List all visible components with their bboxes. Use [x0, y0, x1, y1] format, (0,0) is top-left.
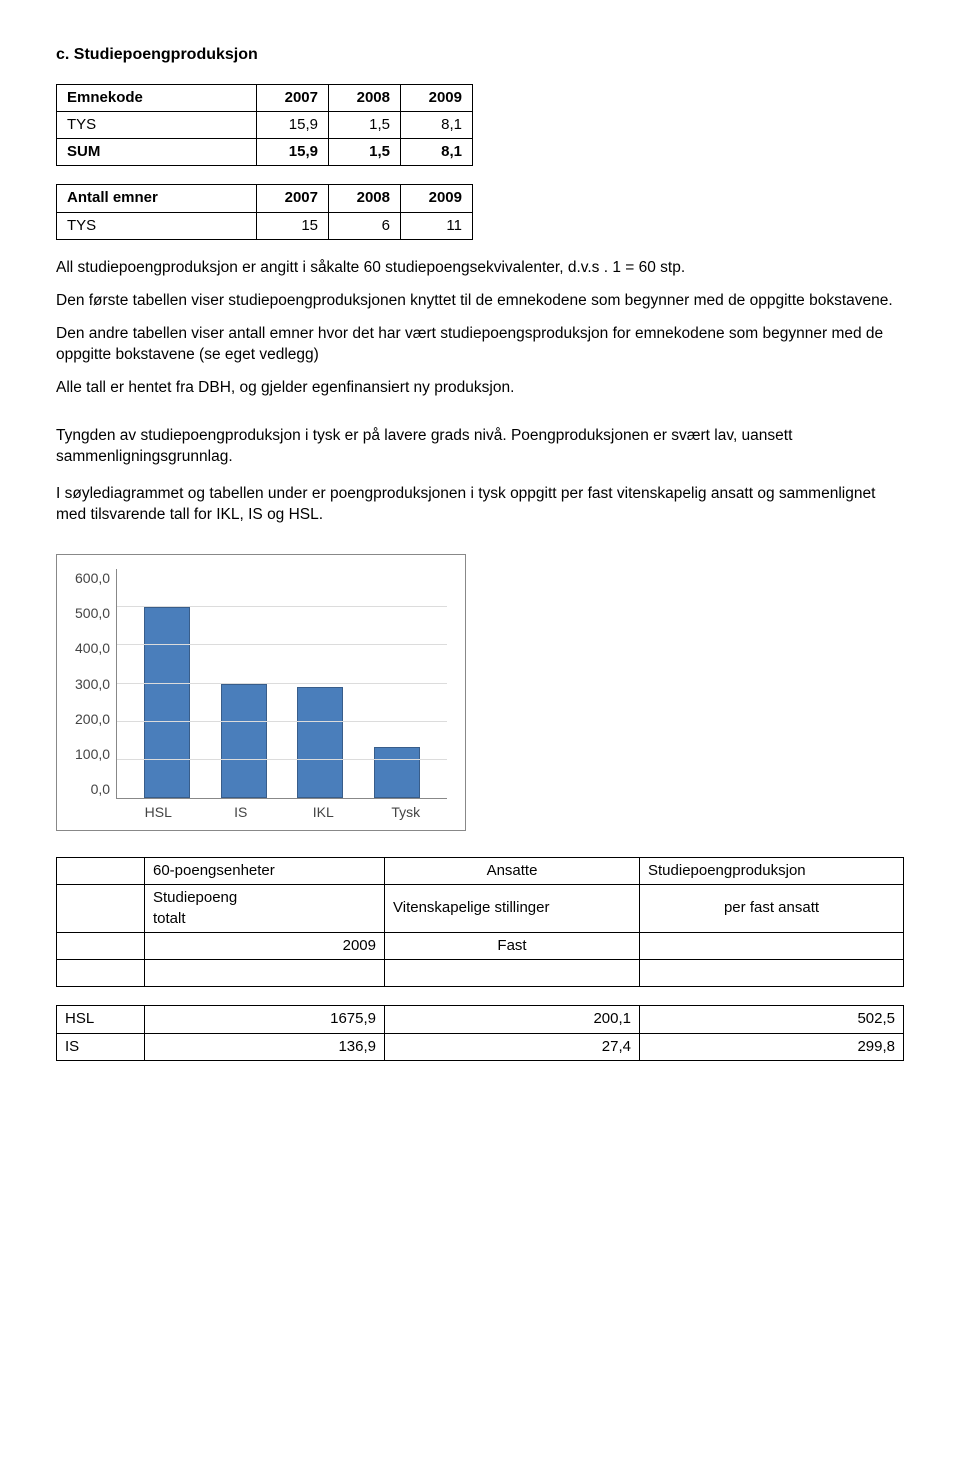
td: 1675,9	[145, 1006, 385, 1033]
td	[385, 960, 640, 987]
text: totalt	[153, 910, 186, 927]
section-title: c. Studiepoengproduksjon	[56, 44, 904, 66]
ytick: 200,0	[75, 710, 110, 729]
td	[57, 932, 145, 959]
chart-bar	[221, 684, 267, 799]
td	[57, 885, 145, 933]
td: 15,9	[257, 139, 329, 166]
xtick: IS	[218, 803, 264, 822]
chart-gridline	[117, 644, 447, 645]
th: Antall emner	[57, 185, 257, 212]
td: 8,1	[401, 111, 473, 138]
td: IS	[57, 1033, 145, 1060]
chart-bar	[297, 687, 343, 798]
td: 1,5	[329, 111, 401, 138]
chart-bars	[117, 569, 447, 798]
td: TYS	[57, 212, 257, 239]
td: 27,4	[385, 1033, 640, 1060]
td: 1,5	[329, 139, 401, 166]
chart-gridline	[117, 606, 447, 607]
td: 299,8	[640, 1033, 904, 1060]
td: TYS	[57, 111, 257, 138]
th: 2009	[401, 84, 473, 111]
bar-chart: 600,0 500,0 400,0 300,0 200,0 100,0 0,0 …	[56, 554, 466, 831]
td: Vitenskapelige stillinger	[385, 885, 640, 933]
td	[640, 960, 904, 987]
ytick: 0,0	[75, 780, 110, 799]
td: 2009	[145, 932, 385, 959]
ytick: 100,0	[75, 745, 110, 764]
ytick: 400,0	[75, 639, 110, 658]
td: 502,5	[640, 1006, 904, 1033]
th: 2007	[257, 84, 329, 111]
th: 2008	[329, 84, 401, 111]
th: 2007	[257, 185, 329, 212]
table-comparison: 60-poengsenheter Ansatte Studiepoengprod…	[56, 857, 904, 987]
td: Fast	[385, 932, 640, 959]
td: 6	[329, 212, 401, 239]
paragraph: Tyngden av studiepoengproduksjon i tysk …	[56, 426, 904, 468]
td: 60-poengsenheter	[145, 858, 385, 885]
text: Studiepoeng	[153, 889, 237, 906]
paragraph: Alle tall er hentet fra DBH, og gjelder …	[56, 378, 904, 399]
paragraph: Den andre tabellen viser antall emner hv…	[56, 324, 904, 366]
td: Studiepoengproduksjon	[640, 858, 904, 885]
ytick: 600,0	[75, 569, 110, 588]
table-comparison-data: HSL 1675,9 200,1 502,5 IS 136,9 27,4 299…	[56, 1005, 904, 1061]
chart-x-axis: HSL IS IKL Tysk	[75, 803, 447, 822]
td	[640, 932, 904, 959]
td: 200,1	[385, 1006, 640, 1033]
td: Ansatte	[385, 858, 640, 885]
th: Emnekode	[57, 84, 257, 111]
chart-gridline	[117, 683, 447, 684]
ytick: 500,0	[75, 604, 110, 623]
td: per fast ansatt	[640, 885, 904, 933]
paragraph: I søylediagrammet og tabellen under er p…	[56, 484, 904, 526]
xtick: Tysk	[383, 803, 429, 822]
td: 136,9	[145, 1033, 385, 1060]
xtick: IKL	[300, 803, 346, 822]
td: 11	[401, 212, 473, 239]
table-emnekode: Emnekode 2007 2008 2009 TYS 15,9 1,5 8,1…	[56, 84, 473, 167]
table-antall-emner: Antall emner 2007 2008 2009 TYS 15 6 11	[56, 184, 473, 240]
td	[145, 960, 385, 987]
chart-plot-area	[116, 569, 447, 799]
td: HSL	[57, 1006, 145, 1033]
chart-y-axis: 600,0 500,0 400,0 300,0 200,0 100,0 0,0	[75, 569, 116, 799]
ytick: 300,0	[75, 675, 110, 694]
td: Studiepoeng totalt	[145, 885, 385, 933]
td: SUM	[57, 139, 257, 166]
paragraph: Den første tabellen viser studiepoengpro…	[56, 291, 904, 312]
td	[57, 960, 145, 987]
paragraph: All studiepoengproduksjon er angitt i så…	[56, 258, 904, 279]
th: 2008	[329, 185, 401, 212]
td: 15	[257, 212, 329, 239]
td: 15,9	[257, 111, 329, 138]
chart-bar	[374, 747, 420, 799]
chart-gridline	[117, 721, 447, 722]
td	[57, 858, 145, 885]
chart-bar	[144, 607, 190, 799]
th: 2009	[401, 185, 473, 212]
xtick: HSL	[135, 803, 181, 822]
td: 8,1	[401, 139, 473, 166]
chart-gridline	[117, 759, 447, 760]
